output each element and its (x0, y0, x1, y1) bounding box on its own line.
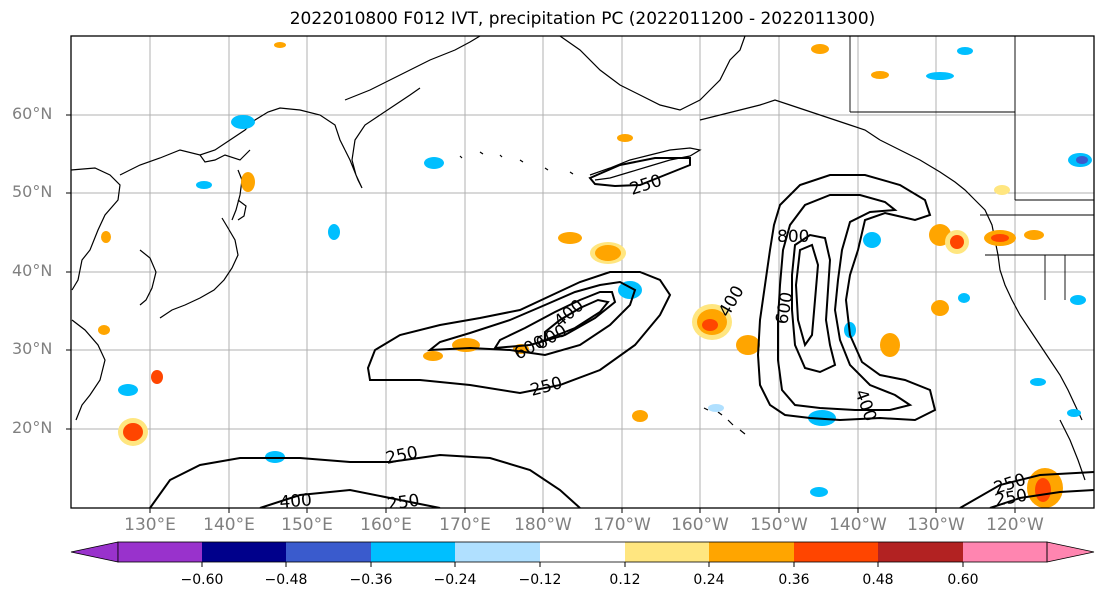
borders (849, 36, 1094, 300)
contour-label-250: 250 (386, 491, 421, 515)
contour-label-250: 250 (627, 171, 664, 200)
colorbar-tick-label: 0.12 (609, 572, 641, 588)
contour-label-250: 250 (993, 486, 1028, 511)
colorbar-tick-label: −0.12 (518, 572, 562, 588)
lon-label: 130°W (907, 515, 965, 535)
gridlines (71, 36, 1094, 508)
coastlines (71, 36, 1086, 481)
colorbar-tick-label: 0.24 (693, 572, 725, 588)
lon-label: 180°W (514, 515, 572, 535)
lon-label: 150°W (750, 515, 808, 535)
colorbar-tick-label: −0.48 (264, 572, 308, 588)
lon-label: 150°E (281, 515, 333, 535)
ivt-contours (149, 157, 1094, 508)
lon-label: 130°E (124, 515, 176, 535)
lon-label: 170°E (439, 515, 491, 535)
lon-label: 140°E (203, 515, 255, 535)
lat-label: 30°N (12, 339, 53, 358)
contour-label-400: 400 (279, 490, 313, 513)
lat-label: 60°N (12, 104, 53, 123)
lon-label: 120°W (986, 515, 1044, 535)
contour-labels: 250 250 250 250 250 250 400 400 400 400 … (279, 171, 1029, 515)
tick-marks (66, 114, 1016, 513)
lon-label: 140°W (829, 515, 887, 535)
map-title: 2022010800 F012 IVT, precipitation PC (2… (289, 9, 876, 29)
colorbar-tick-label: −0.60 (180, 572, 224, 588)
colorbar-tick-label: 0.36 (778, 572, 810, 588)
colorbar-tick-label: 0.60 (947, 572, 979, 588)
colorbar-tick-label: −0.36 (349, 572, 393, 588)
colorbar-tick-label: −0.24 (433, 572, 477, 588)
lat-label: 20°N (12, 418, 53, 437)
lat-label: 40°N (12, 261, 53, 280)
contour-label-250: 250 (528, 373, 565, 401)
lon-label: 160°W (671, 515, 729, 535)
colorbar-tick-label: 0.48 (862, 572, 894, 588)
lat-label: 50°N (12, 182, 53, 201)
contour-label-800: 800 (777, 227, 809, 247)
lon-label: 160°E (360, 515, 412, 535)
contour-label-250: 250 (384, 443, 420, 469)
lon-label: 170°W (593, 515, 651, 535)
